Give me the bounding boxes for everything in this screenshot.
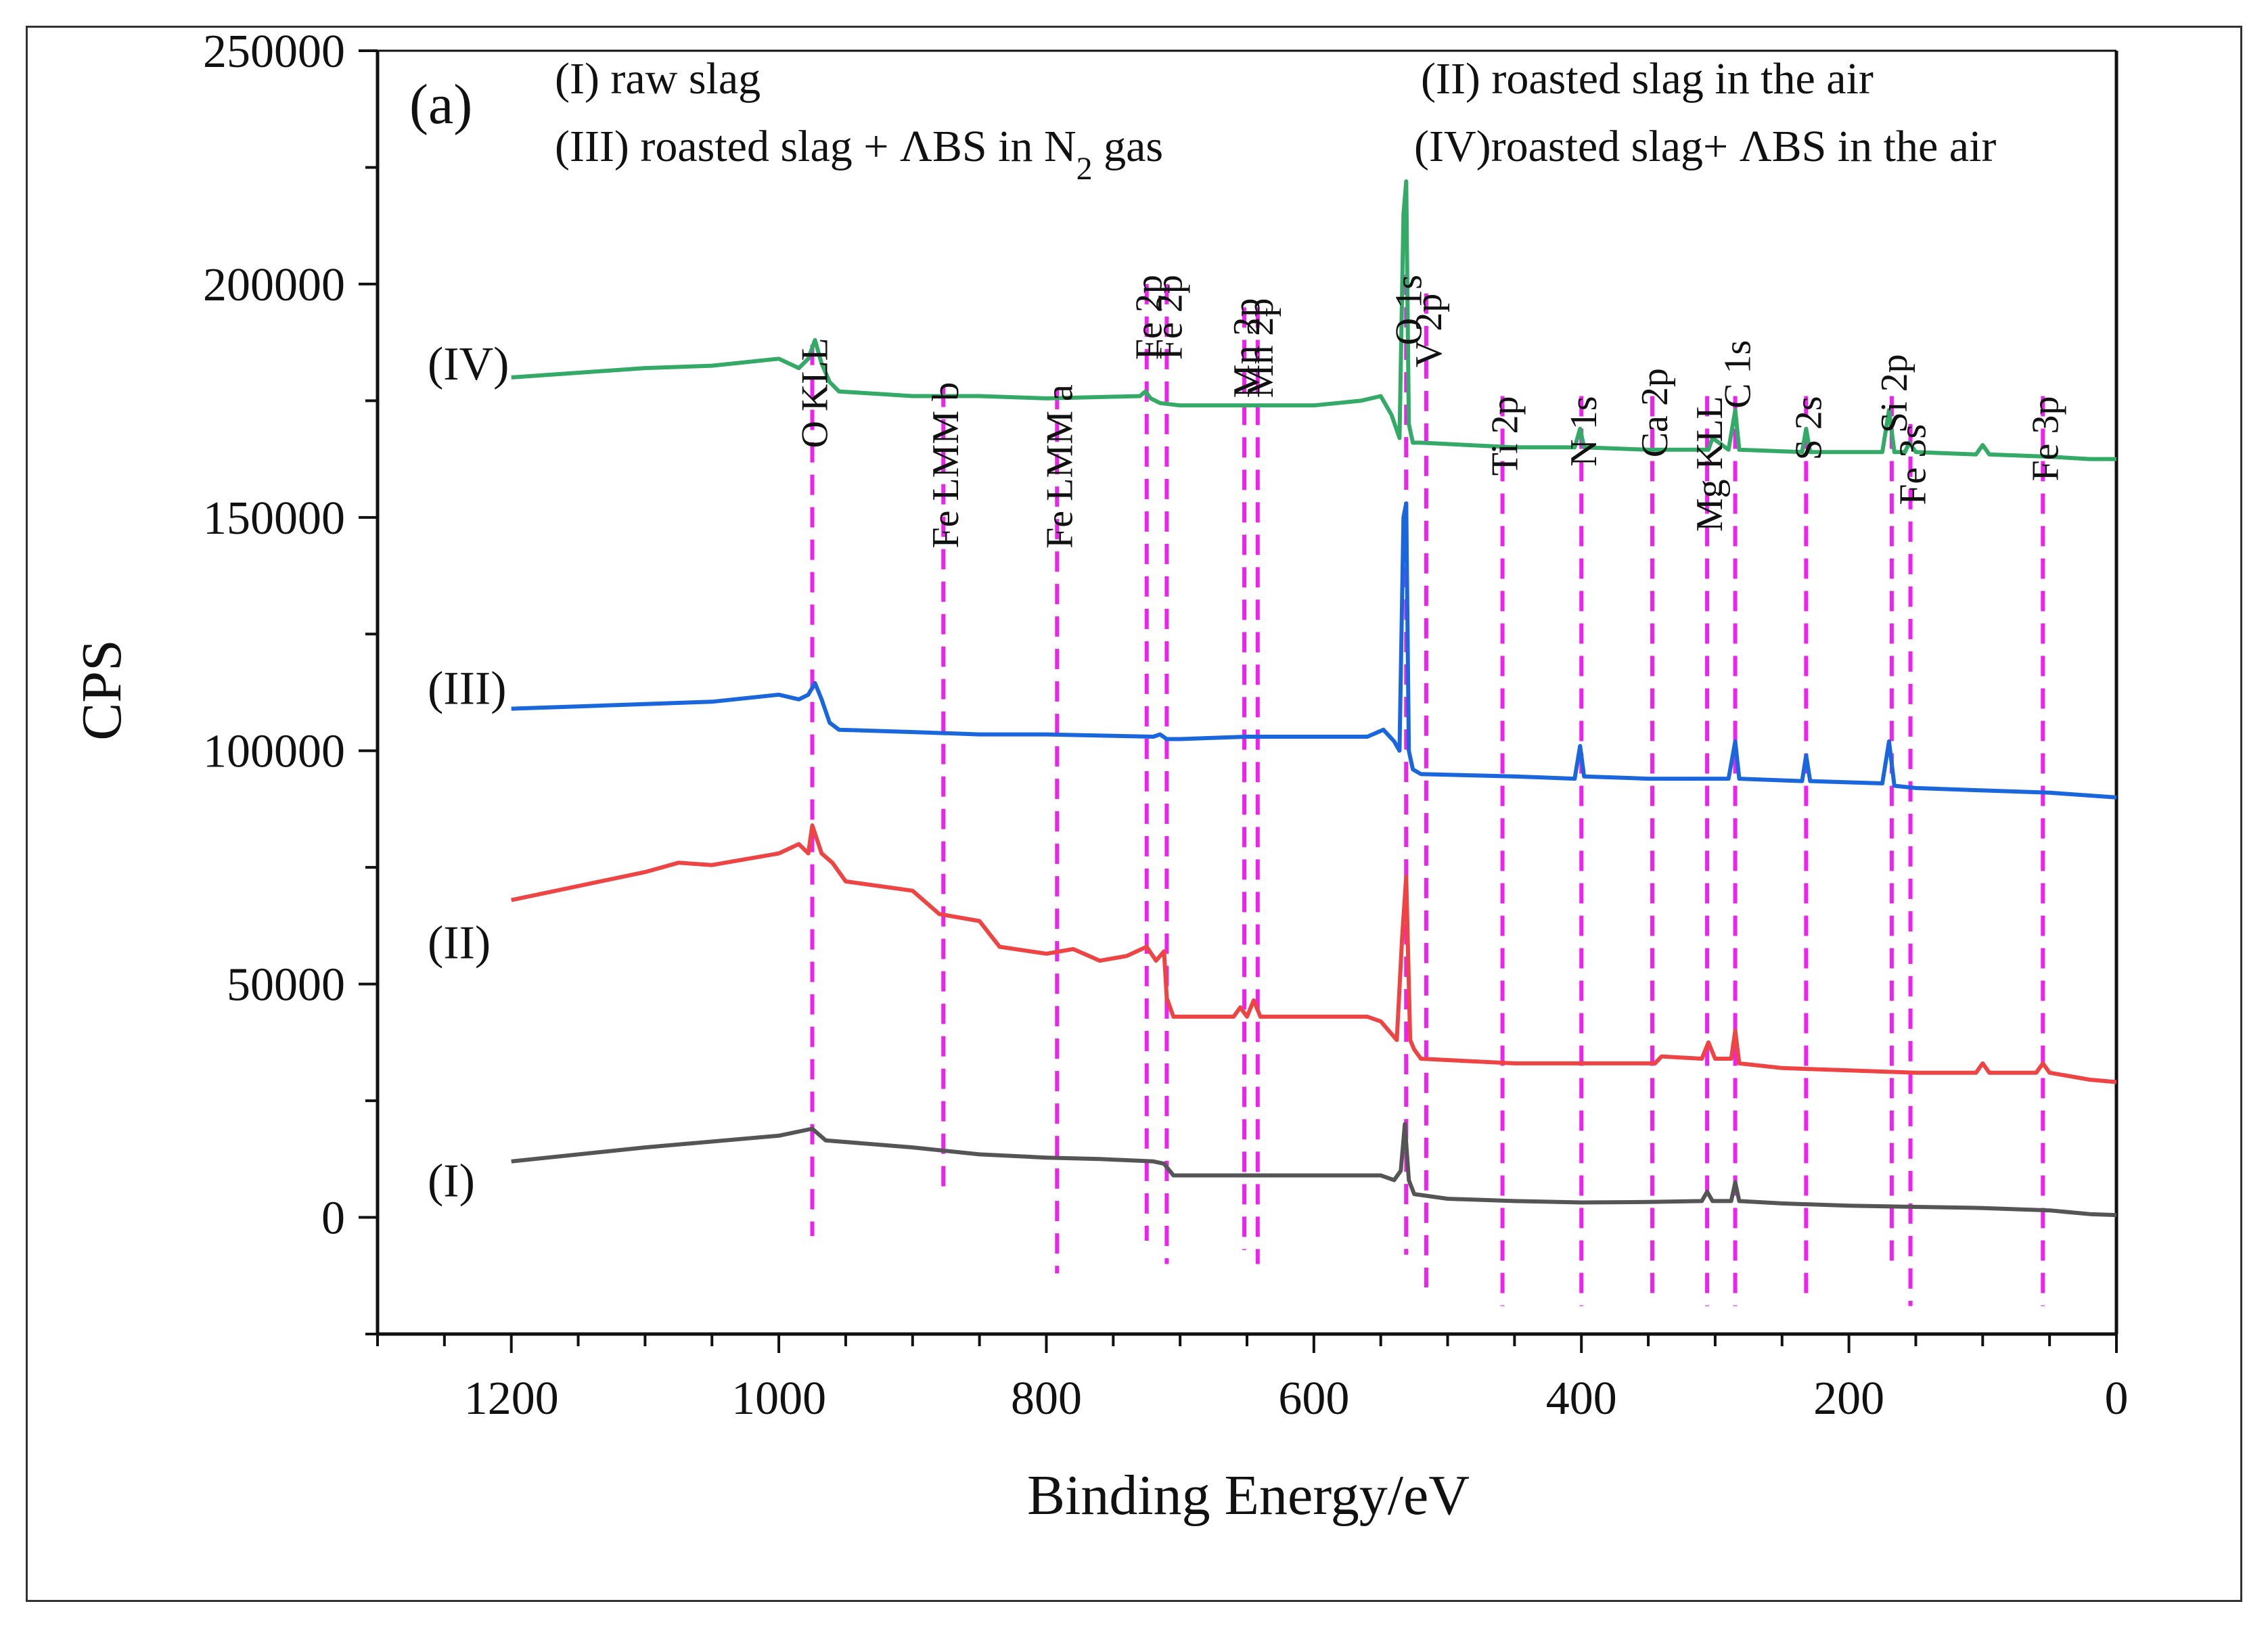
y-tick-label: 100000 <box>203 726 345 778</box>
legend-suffix: gas <box>1093 122 1163 171</box>
legend-subscript: 2 <box>1076 151 1093 187</box>
peak-label: S 2s <box>1788 396 1830 460</box>
peak-label: Mg KLL <box>1689 396 1731 532</box>
peak-label: N 1s <box>1563 396 1605 466</box>
x-tick-label: 800 <box>1011 1373 1082 1425</box>
x-tick-label: 600 <box>1278 1373 1349 1425</box>
peak-label: Fe LMM a <box>1039 384 1081 549</box>
peak-label: O KLL <box>794 338 836 448</box>
peak-label: Si 2p <box>1874 354 1915 433</box>
peak-label: Mn 2p <box>1226 298 1268 398</box>
series-line <box>511 823 2117 1084</box>
series-label: (III) <box>428 663 507 715</box>
data-series <box>511 179 2117 1218</box>
peak-label: O 1s <box>1388 275 1430 345</box>
peak-label: Mn 2p <box>1240 298 1282 398</box>
panel-label: (a) <box>409 73 472 136</box>
series-line <box>511 1122 2117 1218</box>
peak-label: Fe 2p <box>1129 275 1171 360</box>
peak-label: V 2p <box>1408 294 1450 367</box>
y-tick-label: 200000 <box>203 259 345 311</box>
peak-label: Fe 3s <box>1892 424 1934 505</box>
y-tick-label: 250000 <box>203 26 345 78</box>
axes: 1200 1000 800 600 400 200 0 0 50000 100000 150000 2… <box>203 26 2129 1425</box>
x-tick-label: 400 <box>1546 1373 1617 1425</box>
chart-text: (a) CPS Binding Energy/eV O KLL Fe LMM b F… <box>70 54 2066 1527</box>
series-label: (I) <box>428 1155 475 1207</box>
series-label: (II) <box>428 917 491 969</box>
peak-markers <box>810 275 2045 1306</box>
series-line <box>511 179 2116 461</box>
x-axis-label: Binding Energy/eV <box>1027 1464 1470 1527</box>
x-tick-label: 0 <box>2105 1373 2129 1425</box>
x-tick-label: 1000 <box>731 1373 826 1425</box>
y-tick-label: 0 <box>321 1193 345 1245</box>
peak-label: Fe 2p <box>1148 275 1190 360</box>
legend-entry: (II) roasted slag in the air <box>1421 54 1874 104</box>
legend-entry: (III) roasted slag + ΛBS in N2 gas <box>555 122 1163 187</box>
peak-label: Fe LMM b <box>925 382 967 549</box>
series-line <box>511 501 2117 800</box>
legend-entry: (IV)roasted slag+ ΛBS in the air <box>1414 122 1996 171</box>
x-tick-label: 200 <box>1813 1373 1884 1425</box>
y-tick-label: 50000 <box>227 959 345 1011</box>
y-tick-label: 150000 <box>203 492 345 545</box>
peak-label: Ca 2p <box>1634 368 1676 457</box>
peak-label: Fe 3p <box>2024 396 2066 481</box>
legend-entry: (I) raw slag <box>555 54 761 104</box>
figure-frame <box>26 26 2242 1602</box>
series-label: (IV) <box>428 338 509 390</box>
x-tick-label: 1200 <box>464 1373 559 1425</box>
peak-label: C 1s <box>1717 340 1759 409</box>
peak-label: Ti 2p <box>1484 396 1526 476</box>
y-axis-label: CPS <box>70 639 133 740</box>
